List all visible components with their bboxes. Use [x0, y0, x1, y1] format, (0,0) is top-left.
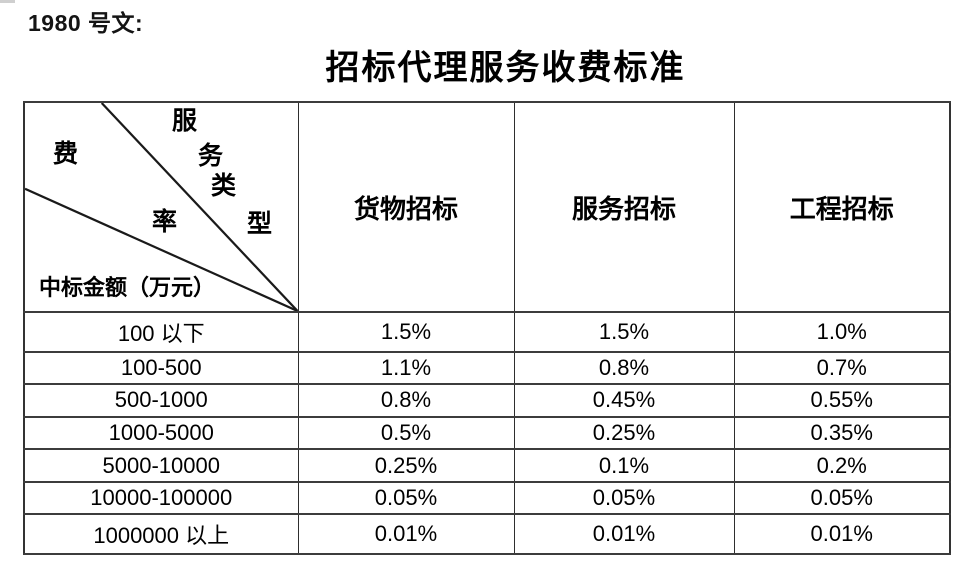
value-cell: 0.7%	[733, 350, 951, 386]
corner-cell-content: 服 务 类 型 费 率 中标金额（万元）	[25, 103, 298, 311]
value-cell: 0.1%	[513, 448, 735, 483]
value-cell: 1.5%	[297, 311, 515, 353]
corner-char-service-type: 务	[198, 143, 224, 170]
row-label-cell: 500-1000	[23, 383, 299, 418]
row-label-cell: 1000-5000	[23, 415, 299, 451]
table-row: 5000-10000 0.25% 0.1% 0.2%	[23, 448, 951, 483]
value-cell: 1.0%	[733, 311, 951, 353]
fee-standard-table: 服 务 类 型 费 率 中标金额（万元） 货物招标 服务招标 工程招标 100 …	[23, 101, 951, 555]
value-cell: 1.1%	[297, 350, 515, 386]
page-corner-artifact	[0, 0, 15, 3]
row-label-cell: 10000-100000	[23, 480, 299, 516]
table-header-row: 服 务 类 型 费 率 中标金额（万元） 货物招标 服务招标 工程招标	[23, 101, 951, 313]
value-cell: 0.45%	[513, 383, 735, 418]
corner-char-service-type: 服	[172, 108, 198, 135]
corner-header-cell: 服 务 类 型 费 率 中标金额（万元）	[23, 101, 299, 313]
value-cell: 0.2%	[733, 448, 951, 483]
value-cell: 0.55%	[733, 383, 951, 418]
row-label-cell: 5000-10000	[23, 448, 299, 483]
value-cell: 0.35%	[733, 415, 951, 451]
doc-number: 1980 号文:	[28, 10, 144, 36]
value-cell: 0.25%	[513, 415, 735, 451]
column-header-goods: 货物招标	[297, 101, 515, 313]
corner-char-fee-rate: 率	[152, 209, 178, 236]
value-cell: 0.8%	[513, 350, 735, 386]
corner-char-service-type: 型	[247, 211, 273, 238]
amount-axis-label: 中标金额（万元）	[39, 275, 216, 300]
value-cell: 0.05%	[733, 480, 951, 516]
value-cell: 0.5%	[297, 415, 515, 451]
value-cell: 1.5%	[513, 311, 735, 353]
table-row: 100-500 1.1% 0.8% 0.7%	[23, 350, 951, 386]
value-cell: 0.25%	[297, 448, 515, 483]
value-cell: 0.8%	[297, 383, 515, 418]
column-header-services: 服务招标	[513, 101, 735, 313]
corner-char-service-type: 类	[211, 173, 237, 200]
diagonal-divider-lines-icon	[25, 103, 298, 311]
page-title: 招标代理服务收费标准	[325, 50, 686, 87]
table-row: 500-1000 0.8% 0.45% 0.55%	[23, 383, 951, 418]
corner-char-fee-rate: 费	[53, 141, 79, 168]
value-cell: 0.01%	[733, 513, 951, 555]
row-label-cell: 100-500	[23, 350, 299, 386]
value-cell: 0.01%	[513, 513, 735, 555]
value-cell: 0.01%	[297, 513, 515, 555]
table-row: 1000-5000 0.5% 0.25% 0.35%	[23, 415, 951, 451]
column-header-engineering: 工程招标	[733, 101, 951, 313]
row-label-cell: 100 以下	[23, 311, 299, 353]
table-row: 10000-100000 0.05% 0.05% 0.05%	[23, 480, 951, 516]
value-cell: 0.05%	[513, 480, 735, 516]
table-row: 100 以下 1.5% 1.5% 1.0%	[23, 311, 951, 353]
value-cell: 0.05%	[297, 480, 515, 516]
row-label-cell: 1000000 以上	[23, 513, 299, 555]
table-row: 1000000 以上 0.01% 0.01% 0.01%	[23, 513, 951, 555]
